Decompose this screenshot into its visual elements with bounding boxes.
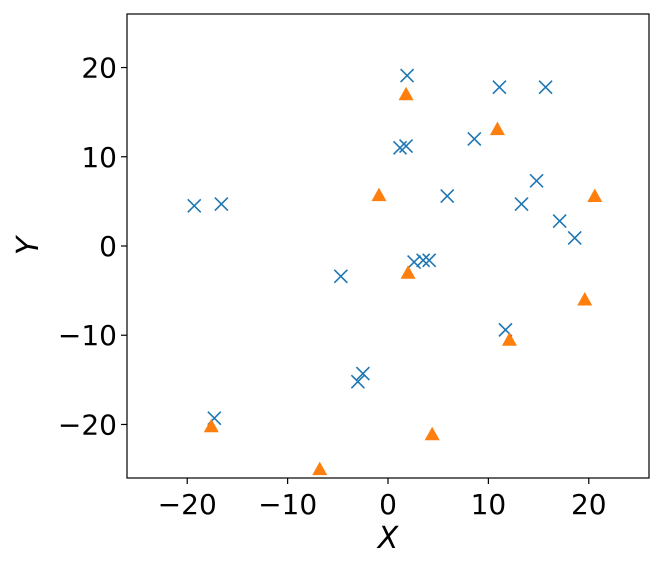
- x-marker-point: [214, 196, 229, 212]
- plot-area: [187, 68, 603, 476]
- x-tick-label: 10: [471, 488, 507, 521]
- x-marker-point: [416, 253, 431, 268]
- y-tick-label: 0: [99, 230, 117, 263]
- x-marker-point: [350, 374, 365, 389]
- triangle-marker-point: [371, 187, 387, 202]
- triangle-marker-point: [587, 188, 603, 203]
- x-marker-point: [400, 68, 415, 83]
- x-marker-point: [567, 230, 582, 246]
- x-marker-point: [422, 253, 437, 268]
- triangle-marker-point: [203, 418, 219, 433]
- y-tick-label: 10: [81, 141, 117, 174]
- x-tick-label: −20: [158, 488, 217, 521]
- x-marker-point: [355, 366, 370, 381]
- y-axis-label: Y: [11, 234, 46, 255]
- y-tick-label: 20: [81, 52, 117, 85]
- triangle-marker-point: [398, 86, 414, 101]
- x-tick-label: −10: [258, 488, 317, 521]
- x-marker-point: [552, 213, 567, 229]
- triangle-marker-point: [400, 265, 416, 279]
- y-tick-label: −10: [58, 319, 117, 352]
- triangle-marker-point: [577, 292, 593, 306]
- x-axis-label: X: [376, 521, 400, 556]
- y-axis-ticks: −20 −10 0 10 20: [58, 52, 127, 441]
- x-marker-point: [187, 198, 202, 213]
- x-tick-label: 0: [379, 488, 397, 521]
- series-2: [203, 86, 603, 476]
- x-marker-point: [399, 138, 414, 154]
- plot-frame: [126, 13, 650, 479]
- y-tick-label: −20: [58, 408, 117, 441]
- x-marker-point: [529, 173, 544, 188]
- x-marker-point: [514, 196, 529, 212]
- x-marker-point: [538, 80, 553, 95]
- x-marker-point: [440, 188, 455, 204]
- x-tick-label: 20: [571, 488, 607, 521]
- triangle-marker-point: [424, 426, 440, 441]
- triangle-marker-point: [312, 461, 328, 476]
- x-marker-point: [467, 131, 482, 146]
- x-marker-point: [492, 80, 507, 95]
- series-1: [187, 68, 582, 426]
- x-marker-point: [333, 269, 348, 284]
- triangle-marker-point: [501, 332, 517, 346]
- x-marker-point: [407, 254, 422, 270]
- x-axis-ticks: −20 −10 0 10 20: [158, 478, 607, 521]
- triangle-marker-point: [489, 121, 505, 136]
